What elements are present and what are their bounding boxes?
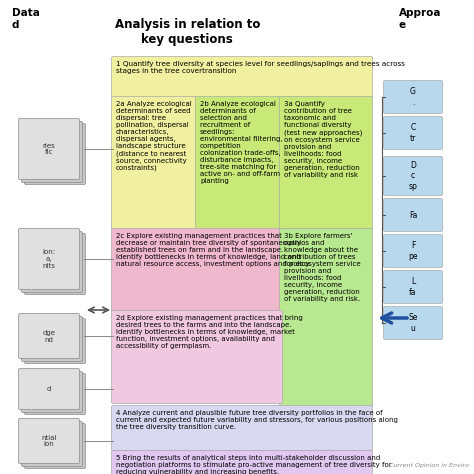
FancyBboxPatch shape [383,81,443,113]
FancyBboxPatch shape [111,405,373,450]
FancyBboxPatch shape [25,319,85,364]
FancyBboxPatch shape [18,228,80,290]
FancyBboxPatch shape [280,228,373,407]
FancyBboxPatch shape [18,419,80,464]
FancyBboxPatch shape [21,231,82,292]
Text: C
tr: C tr [410,123,416,143]
Text: 2c Explore existing management practices that
decrease or maintain tree diversit: 2c Explore existing management practices… [116,233,311,267]
FancyBboxPatch shape [111,450,373,474]
Text: Data
d: Data d [12,8,40,29]
Text: Approa
e: Approa e [399,8,441,29]
FancyBboxPatch shape [21,421,82,466]
Text: 2b Analyze ecological
determinants of
selection and
recruitment of
seedlings:
en: 2b Analyze ecological determinants of se… [200,101,283,184]
FancyBboxPatch shape [383,117,443,149]
FancyBboxPatch shape [111,310,283,403]
FancyBboxPatch shape [383,156,443,195]
FancyBboxPatch shape [21,121,82,182]
FancyBboxPatch shape [111,228,283,311]
Text: 4 Analyze current and plausible future tree diversity portfolios in the face of
: 4 Analyze current and plausible future t… [116,410,398,430]
Text: ion:
a,
nits: ion: a, nits [43,249,55,269]
Text: Current Opinion in Enviro: Current Opinion in Enviro [389,463,469,468]
FancyBboxPatch shape [18,313,80,358]
FancyBboxPatch shape [111,97,197,229]
FancyBboxPatch shape [383,199,443,231]
FancyBboxPatch shape [383,307,443,339]
Text: F
pe: F pe [408,241,418,261]
FancyBboxPatch shape [25,234,85,294]
FancyBboxPatch shape [195,97,281,229]
Text: 2a Analyze ecological
determinants of seed
dispersal: tree
pollination, dispersa: 2a Analyze ecological determinants of se… [116,101,192,171]
FancyBboxPatch shape [18,368,80,410]
FancyBboxPatch shape [383,271,443,303]
FancyBboxPatch shape [280,97,373,229]
Text: G
.: G . [410,87,416,107]
Text: ntial
ion: ntial ion [41,435,57,447]
FancyBboxPatch shape [25,374,85,414]
FancyBboxPatch shape [21,372,82,412]
Text: 5 Bring the results of analytical steps into multi-stakeholder discussion and
ne: 5 Bring the results of analytical steps … [116,455,392,474]
Text: Se
u: Se u [408,313,418,333]
Text: Analysis in relation to
key questions: Analysis in relation to key questions [115,18,260,46]
FancyBboxPatch shape [18,118,80,180]
FancyBboxPatch shape [25,423,85,468]
FancyBboxPatch shape [25,124,85,184]
FancyBboxPatch shape [21,317,82,362]
Text: d: d [47,386,51,392]
Text: D
c
sp: D c sp [409,161,418,191]
Text: Fa: Fa [409,210,417,219]
Text: 3a Quantify
contribution of tree
taxonomic and
functional diversity
(test new ap: 3a Quantify contribution of tree taxonom… [284,101,363,177]
Text: ries
fic: ries fic [43,143,55,155]
Text: dge
nd: dge nd [43,329,55,343]
Text: 2d Explore existing management practices that bring
desired trees to the farms a: 2d Explore existing management practices… [116,315,303,349]
Text: 3b Explore farmers'
opinios and
knowledge about the
contribution of trees
for ec: 3b Explore farmers' opinios and knowledg… [284,233,361,302]
Text: 1 Quantify tree diversity at species level for seedlings/saplings and trees acro: 1 Quantify tree diversity at species lev… [116,61,405,74]
Text: L
fa: L fa [409,277,417,297]
FancyBboxPatch shape [383,235,443,267]
FancyBboxPatch shape [111,56,373,98]
